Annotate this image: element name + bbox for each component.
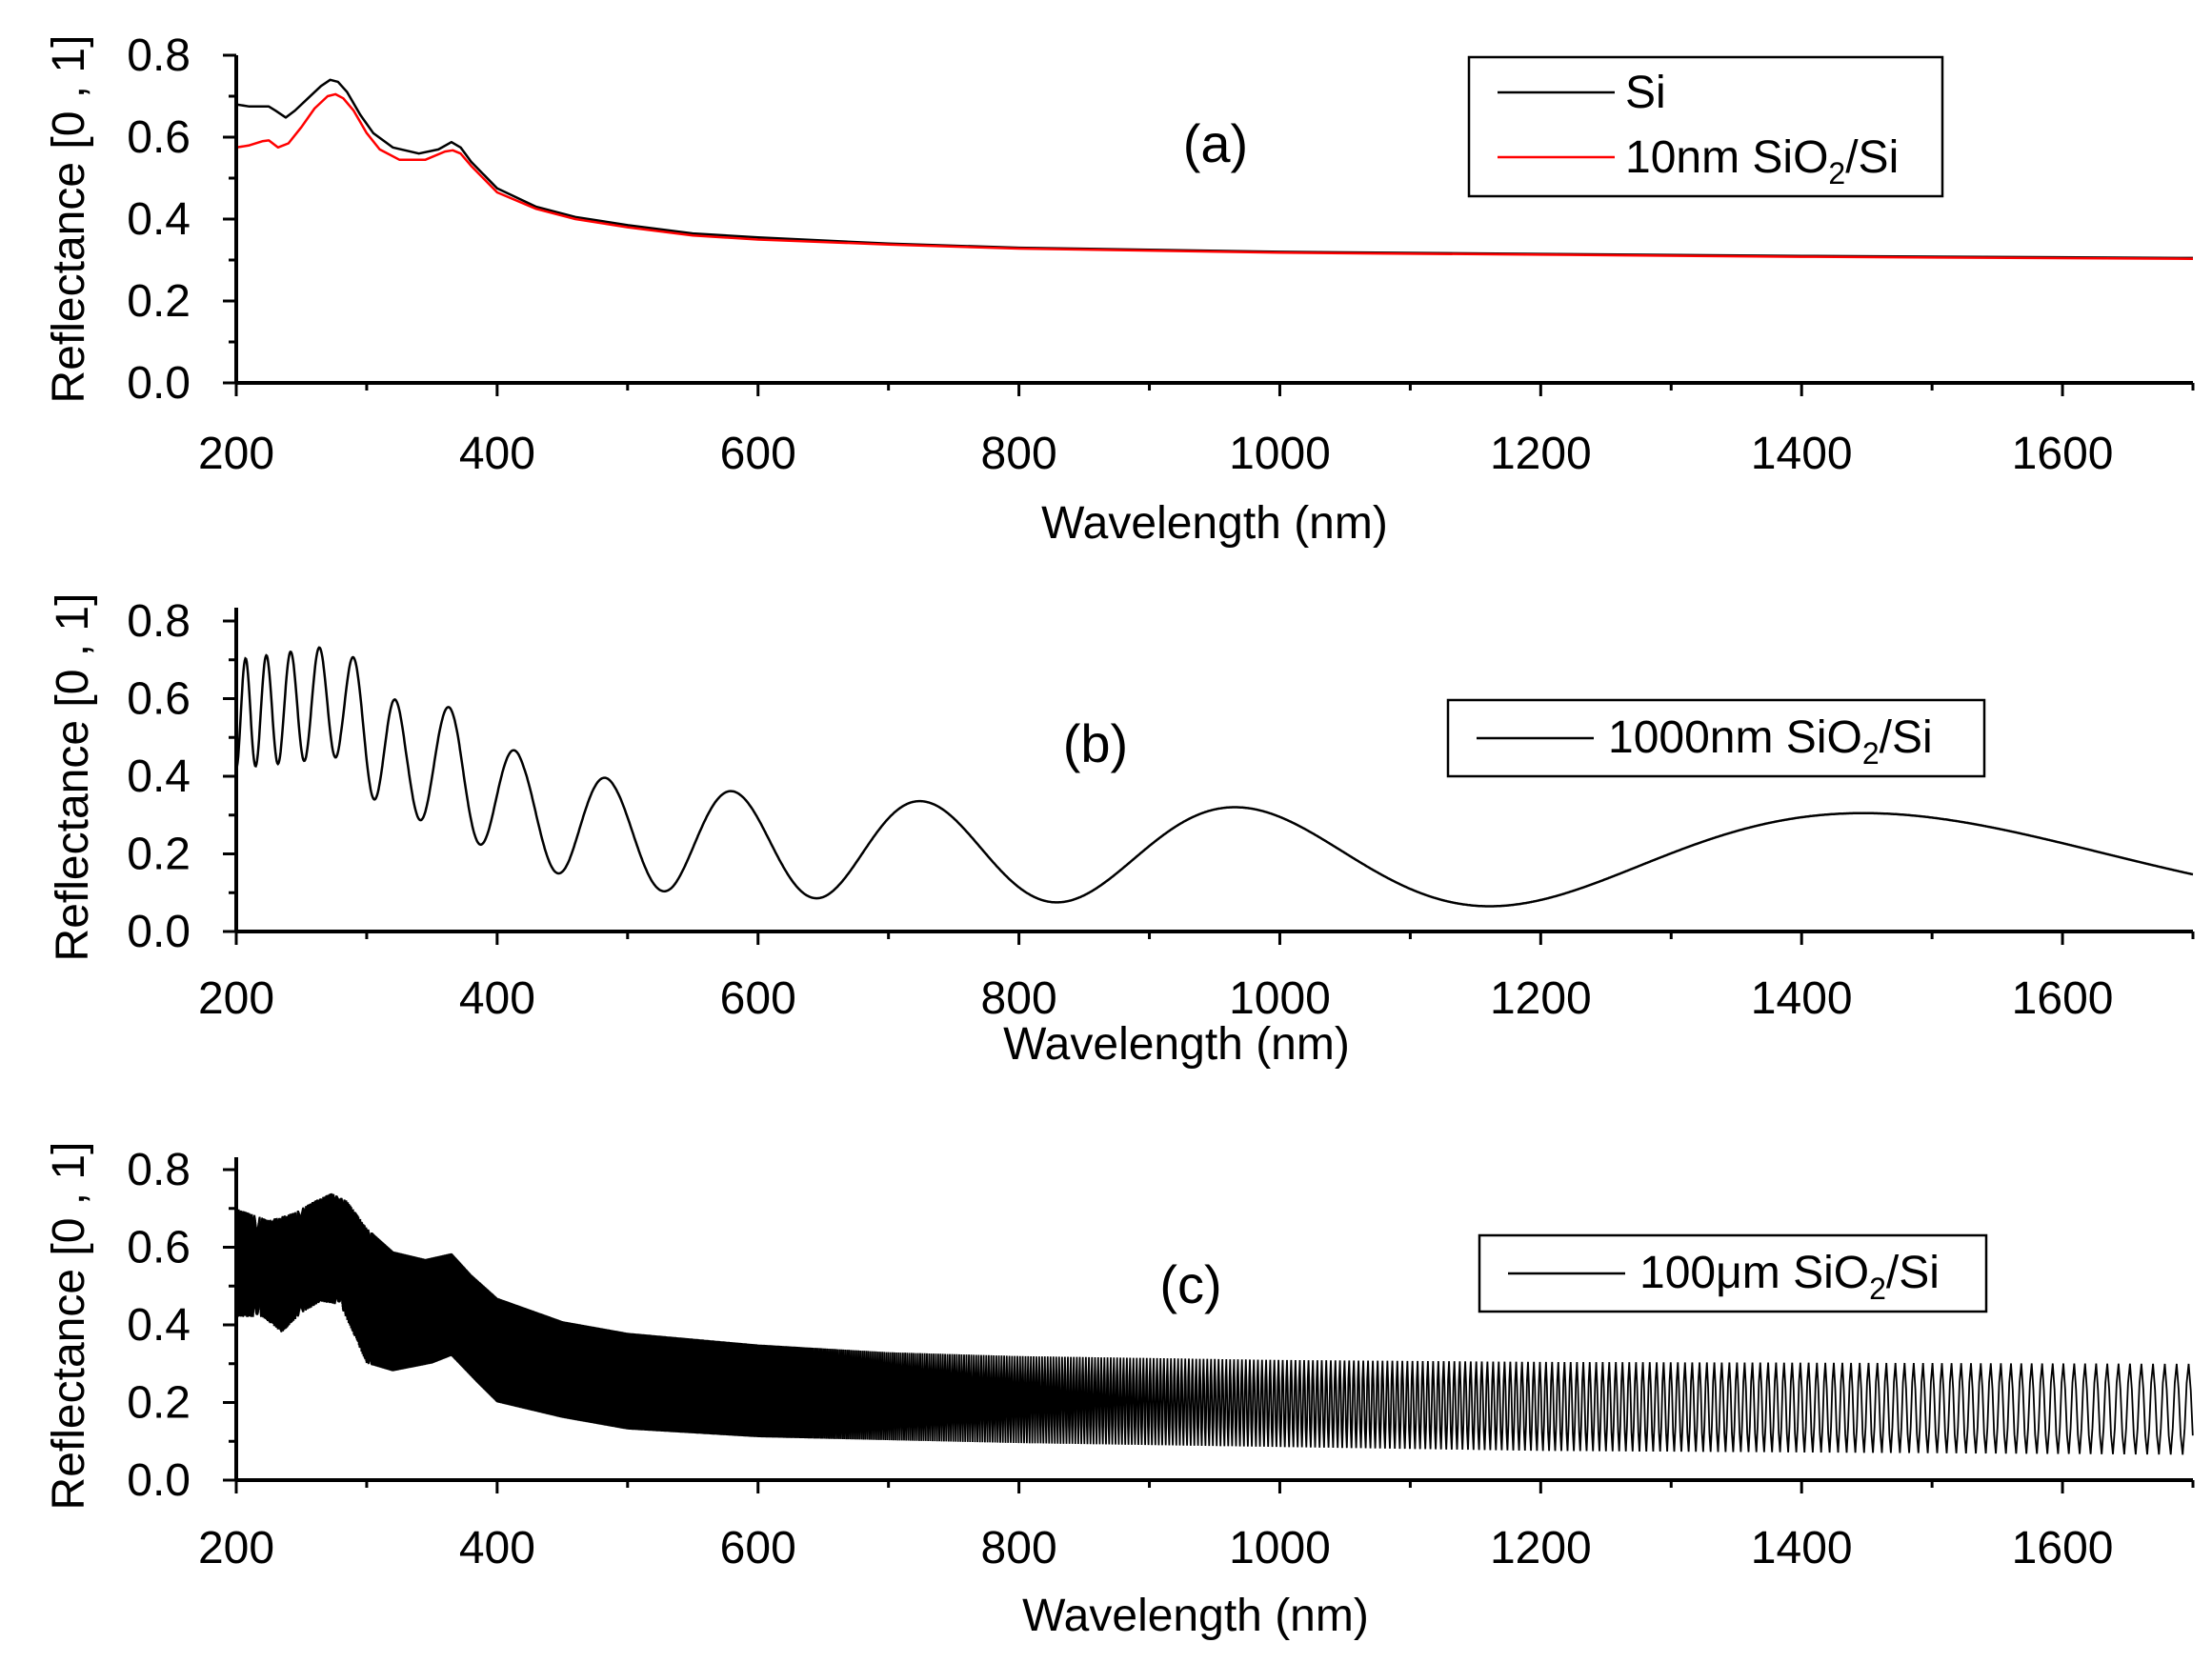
panel-c-x-tick-labels: 200 400 600 800 1000 1200 1400 1600: [198, 1523, 2114, 1573]
panel-c-ticks: [223, 1168, 2195, 1493]
y-tick-label: 0.8: [127, 30, 191, 81]
x-tick-label: 1200: [1490, 1523, 1592, 1573]
x-tick-label: 1400: [1751, 973, 1853, 1024]
y-tick-label: 0.2: [127, 1378, 191, 1429]
x-tick-label: 800: [981, 429, 1057, 479]
panel-c: 200 400 600 800 1000 1200 1400 1600 0.00.20.40.…: [44, 1142, 2195, 1641]
panel-b-y-axis-title: Reflectance [0 , 1]: [48, 593, 98, 962]
x-tick-label: 200: [198, 429, 274, 479]
x-tick-label: 600: [720, 973, 796, 1024]
x-tick-label: 1000: [1229, 973, 1331, 1024]
y-tick-label: 0.2: [127, 830, 191, 880]
x-tick-label: 400: [459, 429, 535, 479]
panel-b-lines: [234, 646, 2194, 908]
panel-c-lines: [235, 1192, 2194, 1455]
y-tick-label: 0.0: [127, 358, 191, 409]
x-tick-label: 1200: [1490, 429, 1592, 479]
panel-a-label: (a): [1183, 113, 1248, 173]
y-tick-label: 0.0: [127, 1455, 191, 1506]
x-tick-label: 600: [720, 429, 796, 479]
panel-a: 200 400 600 800 1000 1200 1400 1600 0.00.20.40.…: [44, 30, 2195, 549]
x-tick-label: 200: [198, 973, 274, 1024]
x-tick-label: 400: [459, 1523, 535, 1573]
legend-label-sio2: 10nm SiO2/Si: [1625, 132, 1899, 190]
y-tick-label: 0.4: [127, 751, 191, 802]
x-tick-label: 800: [981, 1523, 1057, 1573]
y-tick-label: 0.8: [127, 1145, 191, 1195]
y-tick-label: 0.6: [127, 1223, 191, 1273]
legend-label-si: Si: [1625, 68, 1666, 118]
x-tick-label: 200: [198, 1523, 274, 1573]
legend-box: [1467, 55, 1944, 198]
panel-b-label: (b): [1063, 713, 1128, 773]
panel-a-x-axis-title: Wavelength (nm): [1041, 498, 1388, 549]
series-line: [235, 92, 2194, 260]
y-tick-label: 0.8: [127, 596, 191, 647]
x-tick-label: 1600: [2012, 973, 2114, 1024]
x-tick-label: 600: [720, 1523, 796, 1573]
x-tick-label: 1200: [1490, 973, 1592, 1024]
panel-a-y-tick-labels: 0.0 0.2 0.4 0.6 0.8: [127, 30, 191, 409]
x-tick-label: 1400: [1751, 429, 1853, 479]
series-line: [235, 1192, 2194, 1455]
panel-b-ticks: [223, 619, 2195, 945]
panel-c-y-axis-title: Reflectance [0 , 1]: [44, 1142, 94, 1511]
panel-a-lines: [235, 78, 2194, 260]
y-tick-label: 0.2: [127, 276, 191, 327]
panel-c-y-tick-labels: 0.0 0.2 0.4 0.6 0.8: [127, 1145, 191, 1506]
y-tick-label: 0.0: [127, 907, 191, 957]
x-tick-label: 400: [459, 973, 535, 1024]
x-tick-label: 1600: [2012, 1523, 2114, 1573]
panel-b: 200 400 600 800 1000 1200 1400 1600 0.00.20.40.…: [48, 593, 2195, 1070]
panel-c-x-axis-title: Wavelength (nm): [1022, 1591, 1369, 1641]
panel-c-legend: 100μm SiO2/Si: [1478, 1233, 1988, 1313]
series-line: [234, 646, 2194, 908]
y-tick-label: 0.4: [127, 1300, 191, 1351]
legend-label-1000nm: 1000nm SiO2/Si: [1608, 712, 1933, 771]
panel-b-y-tick-labels: 0.0 0.2 0.4 0.6 0.8: [127, 596, 191, 957]
panel-a-y-axis-title: Reflectance [0 , 1]: [44, 35, 94, 404]
y-tick-label: 0.4: [127, 194, 191, 245]
panel-b-legend: 1000nm SiO2/Si: [1446, 698, 1986, 778]
y-tick-label: 0.6: [127, 674, 191, 725]
x-tick-label: 1000: [1229, 1523, 1331, 1573]
x-tick-label: 1400: [1751, 1523, 1853, 1573]
panel-b-x-axis-title: Wavelength (nm): [1003, 1019, 1350, 1070]
panel-c-label: (c): [1159, 1254, 1221, 1314]
panel-a-legend: Si 10nm SiO2/Si: [1467, 55, 1944, 198]
x-tick-label: 1600: [2012, 429, 2114, 479]
x-tick-label: 800: [981, 973, 1057, 1024]
y-tick-label: 0.6: [127, 112, 191, 163]
x-tick-label: 1000: [1229, 429, 1331, 479]
legend-label-100um: 100μm SiO2/Si: [1639, 1248, 1940, 1306]
panel-a-x-tick-labels: 200 400 600 800 1000 1200 1400 1600: [198, 429, 2114, 479]
panel-b-x-tick-labels: 200 400 600 800 1000 1200 1400 1600: [198, 973, 2114, 1024]
